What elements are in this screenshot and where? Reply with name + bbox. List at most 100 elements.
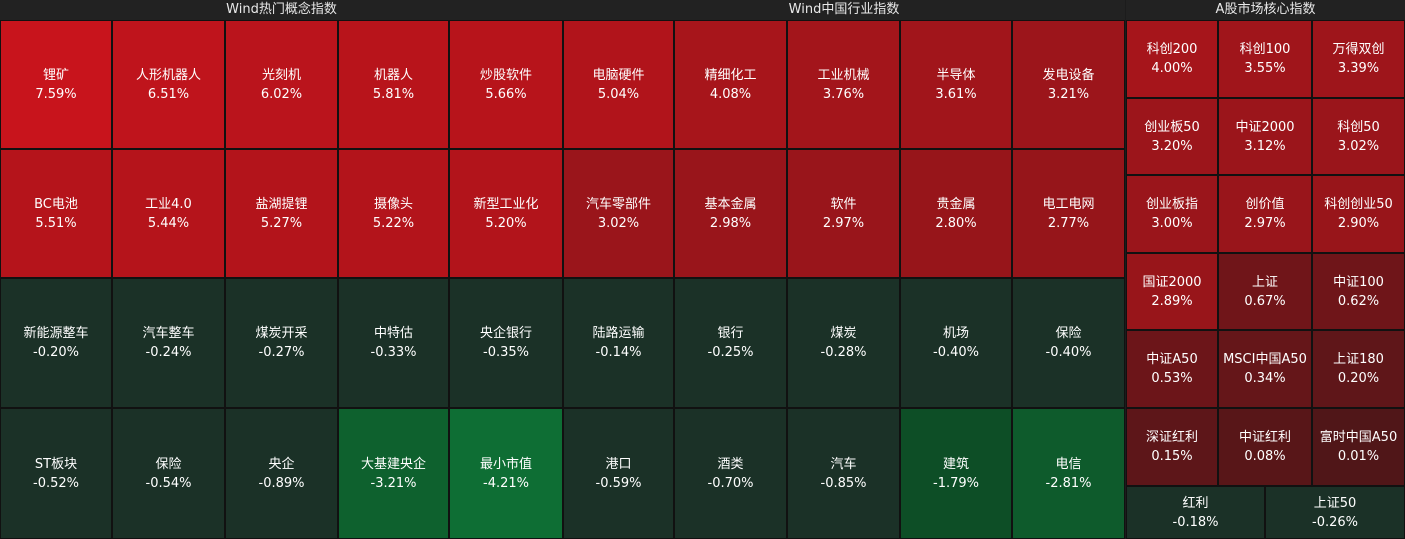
tile-value: 0.53% [1151,371,1193,386]
tile-value: 4.08% [709,86,752,102]
heatmap-tile[interactable]: 新能源整车 -0.20% [0,278,112,408]
tile-name: 保险 [1055,326,1082,341]
heatmap-tile[interactable]: 锂矿 7.59% [0,20,112,149]
tile-value: 0.20% [1337,371,1380,386]
tile-name: 酒类 [717,456,744,472]
heatmap-tile[interactable]: 基本金属 2.98% [674,149,787,278]
heatmap-tile[interactable]: 新型工业化 5.20% [449,149,563,278]
tile-value: -0.52% [33,475,79,491]
heatmap-tile[interactable]: MSCI中国A50 0.34% [1218,330,1312,408]
tile-value: -0.25% [707,345,754,360]
heatmap-tile[interactable]: 工业机械 3.76% [787,20,900,149]
heatmap-tile[interactable]: 电信 -2.81% [1012,408,1125,539]
heatmap-tile[interactable]: 中证2000 3.12% [1218,98,1312,175]
tile-name: 深证红利 [1145,430,1198,445]
heatmap-tile[interactable]: 汽车零部件 3.02% [563,149,674,278]
tile-name: 中证A50 [1146,352,1198,367]
heatmap-tile[interactable]: 贵金属 2.80% [900,149,1012,278]
tile-name: 中证100 [1333,274,1384,290]
tile-name: 电脑硬件 [592,67,645,83]
tile-name: 港口 [605,456,632,472]
heatmap-tile[interactable]: 摄像头 5.22% [338,149,449,278]
heatmap-tile[interactable]: ST板块 -0.52% [0,408,112,539]
tile-name: 红利 [1182,495,1209,511]
tile-value: 2.97% [822,215,865,231]
heatmap-tile[interactable]: 创价值 2.97% [1218,175,1312,253]
heatmap-tile[interactable]: 软件 2.97% [787,149,900,278]
heatmap-tile[interactable]: 科创100 3.55% [1218,20,1312,98]
tile-name: ST板块 [34,456,78,472]
tile-value: -0.89% [258,475,305,491]
tile-name: 炒股软件 [479,67,532,83]
heatmap-tile[interactable]: 创业板50 3.20% [1126,98,1218,175]
heatmap-tile[interactable]: 红利 -0.18% [1126,486,1265,539]
heatmap-tile[interactable]: 煤炭开采 -0.27% [225,278,338,408]
tile-name: 摄像头 [373,196,413,212]
heatmap-tile[interactable]: 人形机器人 6.51% [112,20,225,149]
tile-value: 0.67% [1244,293,1286,309]
heatmap-tile[interactable]: 机器人 5.81% [338,20,449,149]
heatmap-tile[interactable]: 中特估 -0.33% [338,278,449,408]
heatmap-tile[interactable]: 保险 -0.54% [112,408,225,539]
heatmap-tile[interactable]: 央企银行 -0.35% [449,278,563,408]
heatmap-tile[interactable]: 炒股软件 5.66% [449,20,563,149]
heatmap-tile[interactable]: 光刻机 6.02% [225,20,338,149]
heatmap-tile[interactable]: 中证A50 0.53% [1126,330,1218,408]
heatmap-tile[interactable]: 深证红利 0.15% [1126,408,1218,486]
tile-value: -0.33% [370,345,417,360]
heatmap-tile[interactable]: 建筑 -1.79% [900,408,1012,539]
tile-value: -0.35% [483,345,529,360]
tile-value: 2.89% [1151,293,1193,309]
heatmap-tile[interactable]: 机场 -0.40% [900,278,1012,408]
heatmap-tile[interactable]: 大基建央企 -3.21% [338,408,449,539]
heatmap-tile[interactable]: 陆路运输 -0.14% [563,278,674,408]
heatmap-tile[interactable]: 半导体 3.61% [900,20,1012,149]
heatmap-tile[interactable]: 电脑硬件 5.04% [563,20,674,149]
heatmap-tile[interactable]: 科创创业50 2.90% [1312,175,1405,253]
tile-value: -0.24% [145,345,192,360]
panel-hot-concept: Wind热门概念指数 锂矿 7.59% 人形机器人 6.51% 光刻机 6.02% 机器人 5… [0,0,563,539]
tile-name: 基本金属 [704,196,757,212]
heatmap-tile[interactable]: 科创200 4.00% [1126,20,1218,98]
tile-name: 万得双创 [1332,42,1385,57]
tile-value: 5.22% [372,215,415,231]
heatmap-tile[interactable]: 发电设备 3.21% [1012,20,1125,149]
heatmap-tile[interactable]: 盐湖提锂 5.27% [225,149,338,278]
tile-value: 0.08% [1244,449,1286,464]
heatmap-tile[interactable]: 上证180 0.20% [1312,330,1405,408]
tile-value: 5.04% [597,86,640,102]
heatmap-tile[interactable]: 创业板指 3.00% [1126,175,1218,253]
heatmap-tile[interactable]: 国证2000 2.89% [1126,253,1218,330]
tile-value: -0.59% [595,475,642,491]
heatmap-tile[interactable]: 富时中国A50 0.01% [1312,408,1405,486]
tile-name: 央企银行 [479,326,532,341]
tile-value: 2.77% [1047,215,1090,231]
heatmap-tile[interactable]: 保险 -0.40% [1012,278,1125,408]
heatmap-tile[interactable]: BC电池 5.51% [0,149,112,278]
heatmap-tile[interactable]: 最小市值 -4.21% [449,408,563,539]
heatmap-tile[interactable]: 煤炭 -0.28% [787,278,900,408]
heatmap-tile[interactable]: 精细化工 4.08% [674,20,787,149]
tile-value: 0.01% [1337,449,1380,464]
tile-value: -0.20% [33,345,79,360]
heatmap-tile[interactable]: 酒类 -0.70% [674,408,787,539]
panel-core-index: A股市场核心指数 科创200 4.00% 科创100 3.55% 万得双创 3.39% 创业… [1126,0,1405,539]
heatmap-tile[interactable]: 科创50 3.02% [1312,98,1405,175]
heatmap-tile[interactable]: 电工电网 2.77% [1012,149,1125,278]
heatmap-tile[interactable]: 港口 -0.59% [563,408,674,539]
tile-value: 7.59% [35,86,77,102]
heatmap-tile[interactable]: 工业4.0 5.44% [112,149,225,278]
heatmap-tile[interactable]: 汽车整车 -0.24% [112,278,225,408]
heatmap-tile[interactable]: 银行 -0.25% [674,278,787,408]
tile-name: 新能源整车 [23,326,89,341]
heatmap-tile[interactable]: 上证 0.67% [1218,253,1312,330]
panel-title: A股市场核心指数 [1126,0,1405,21]
heatmap-tile[interactable]: 上证50 -0.26% [1265,486,1405,539]
tile-value: -0.14% [595,345,642,360]
heatmap-tile[interactable]: 央企 -0.89% [225,408,338,539]
heatmap-tile[interactable]: 汽车 -0.85% [787,408,900,539]
tile-value: -0.26% [1312,514,1358,530]
heatmap-tile[interactable]: 中证红利 0.08% [1218,408,1312,486]
heatmap-tile[interactable]: 中证100 0.62% [1312,253,1405,330]
heatmap-tile[interactable]: 万得双创 3.39% [1312,20,1405,98]
